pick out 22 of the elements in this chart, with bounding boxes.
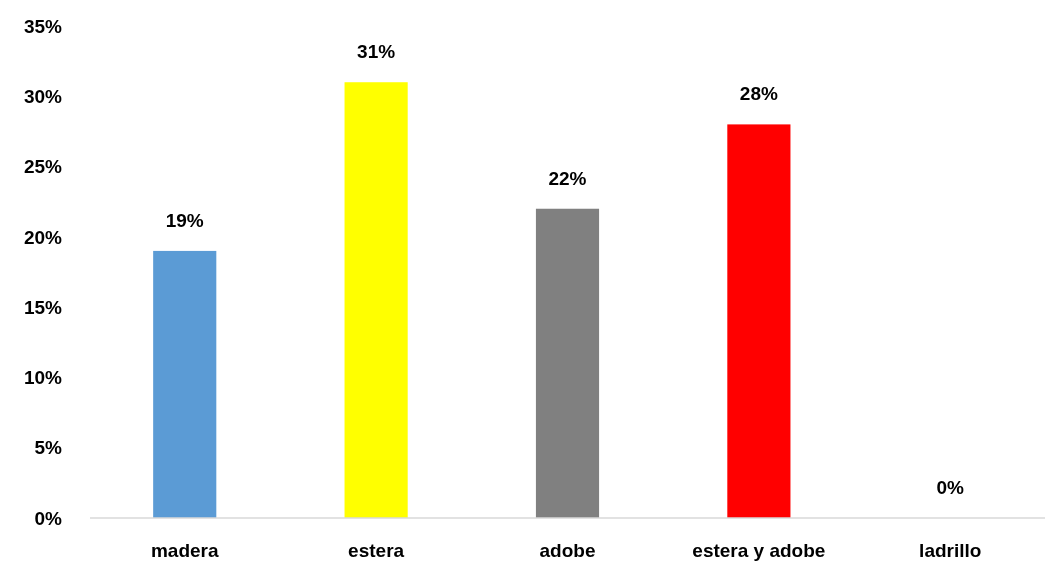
y-tick-label: 20% [23, 226, 63, 248]
y-tick-label: 0% [34, 507, 63, 529]
x-tick-label: ladrillo [919, 540, 982, 561]
bar [535, 208, 600, 518]
data-label: 28% [739, 83, 778, 105]
bar [727, 124, 791, 518]
bar [153, 250, 217, 518]
y-tick-label: 15% [23, 296, 63, 318]
bar [344, 82, 408, 518]
y-tick-label: 25% [23, 156, 63, 178]
data-label: 31% [357, 41, 396, 63]
data-label: 19% [165, 209, 204, 231]
y-tick-label: 35% [23, 15, 63, 37]
data-label: 22% [548, 167, 587, 189]
x-tick-label: estera [348, 540, 405, 561]
y-tick-label: 5% [34, 437, 63, 459]
x-tick-label: estera y adobe [692, 540, 826, 561]
y-tick-label: 30% [23, 85, 63, 107]
x-tick-label: madera [150, 540, 219, 561]
data-label: 0% [936, 477, 965, 498]
x-tick-label: adobe [539, 540, 596, 561]
y-tick-label: 10% [23, 367, 63, 389]
